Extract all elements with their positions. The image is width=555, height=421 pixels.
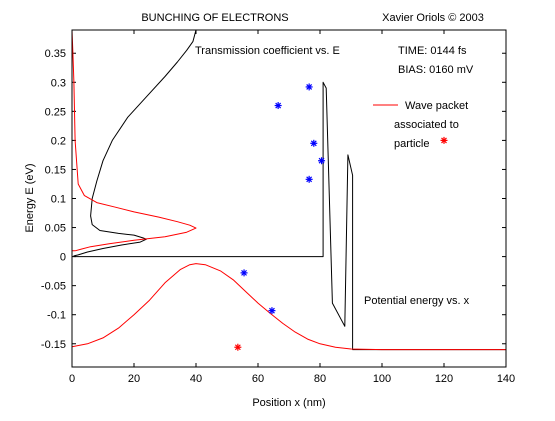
wave-packet-position-curve	[71, 263, 506, 351]
x-axis-label: Position x (nm)	[252, 397, 325, 409]
y-tick-label: 0.35	[45, 48, 66, 60]
x-tick-label: 120	[435, 373, 453, 385]
legend-text-wave-packet: Wave packet	[405, 100, 468, 112]
x-tick-label: 80	[314, 373, 326, 385]
y-tick-label: 0.2	[51, 135, 66, 147]
particle-marker	[234, 343, 242, 351]
x-tick-label: 60	[252, 373, 264, 385]
y-tick-label: 0.15	[45, 164, 66, 176]
y-tick-label: 0.1	[51, 194, 66, 206]
potential-label: Potential energy vs. x	[364, 295, 470, 307]
x-tick-label: 40	[190, 373, 202, 385]
y-tick-label: 0	[60, 252, 66, 264]
x-tick-label: 20	[128, 373, 140, 385]
electron-marker	[240, 269, 248, 277]
legend-text-particle: particle	[394, 138, 429, 150]
y-tick-label: 0.05	[45, 223, 66, 235]
electron-marker	[310, 139, 318, 147]
electron-marker	[305, 83, 313, 91]
potential-curve	[73, 81, 506, 351]
y-tick-label: 0.25	[45, 106, 66, 118]
wave-packet-energy-curve	[71, 29, 197, 252]
y-tick-label: -0.05	[41, 281, 66, 293]
y-tick-label: 0.3	[51, 77, 66, 89]
time-readout: TIME: 0144 fs	[398, 45, 467, 57]
electron-marker	[274, 102, 282, 110]
electron-marker	[268, 307, 276, 315]
plot-frame	[71, 29, 507, 368]
y-tick-label: -0.15	[41, 339, 66, 351]
bias-readout: BIAS: 0160 mV	[398, 64, 474, 76]
plot-area	[72, 30, 506, 367]
electron-marker	[305, 175, 313, 183]
x-tick-label: 0	[69, 373, 75, 385]
chart-title: BUNCHING OF ELECTRONS	[141, 12, 288, 24]
x-tick-label: 140	[497, 373, 515, 385]
transmission-curve	[73, 29, 197, 257]
transmission-label: Transmission coefficient vs. E	[195, 45, 340, 57]
electron-marker	[318, 157, 326, 165]
y-tick-label: -0.1	[47, 310, 66, 322]
legend-particle-marker	[440, 136, 448, 144]
x-tick-label: 100	[373, 373, 391, 385]
legend-text-associated: associated to	[394, 119, 459, 131]
author-credit: Xavier Oriols © 2003	[382, 12, 484, 24]
y-axis-label: Energy E (eV)	[24, 163, 36, 232]
